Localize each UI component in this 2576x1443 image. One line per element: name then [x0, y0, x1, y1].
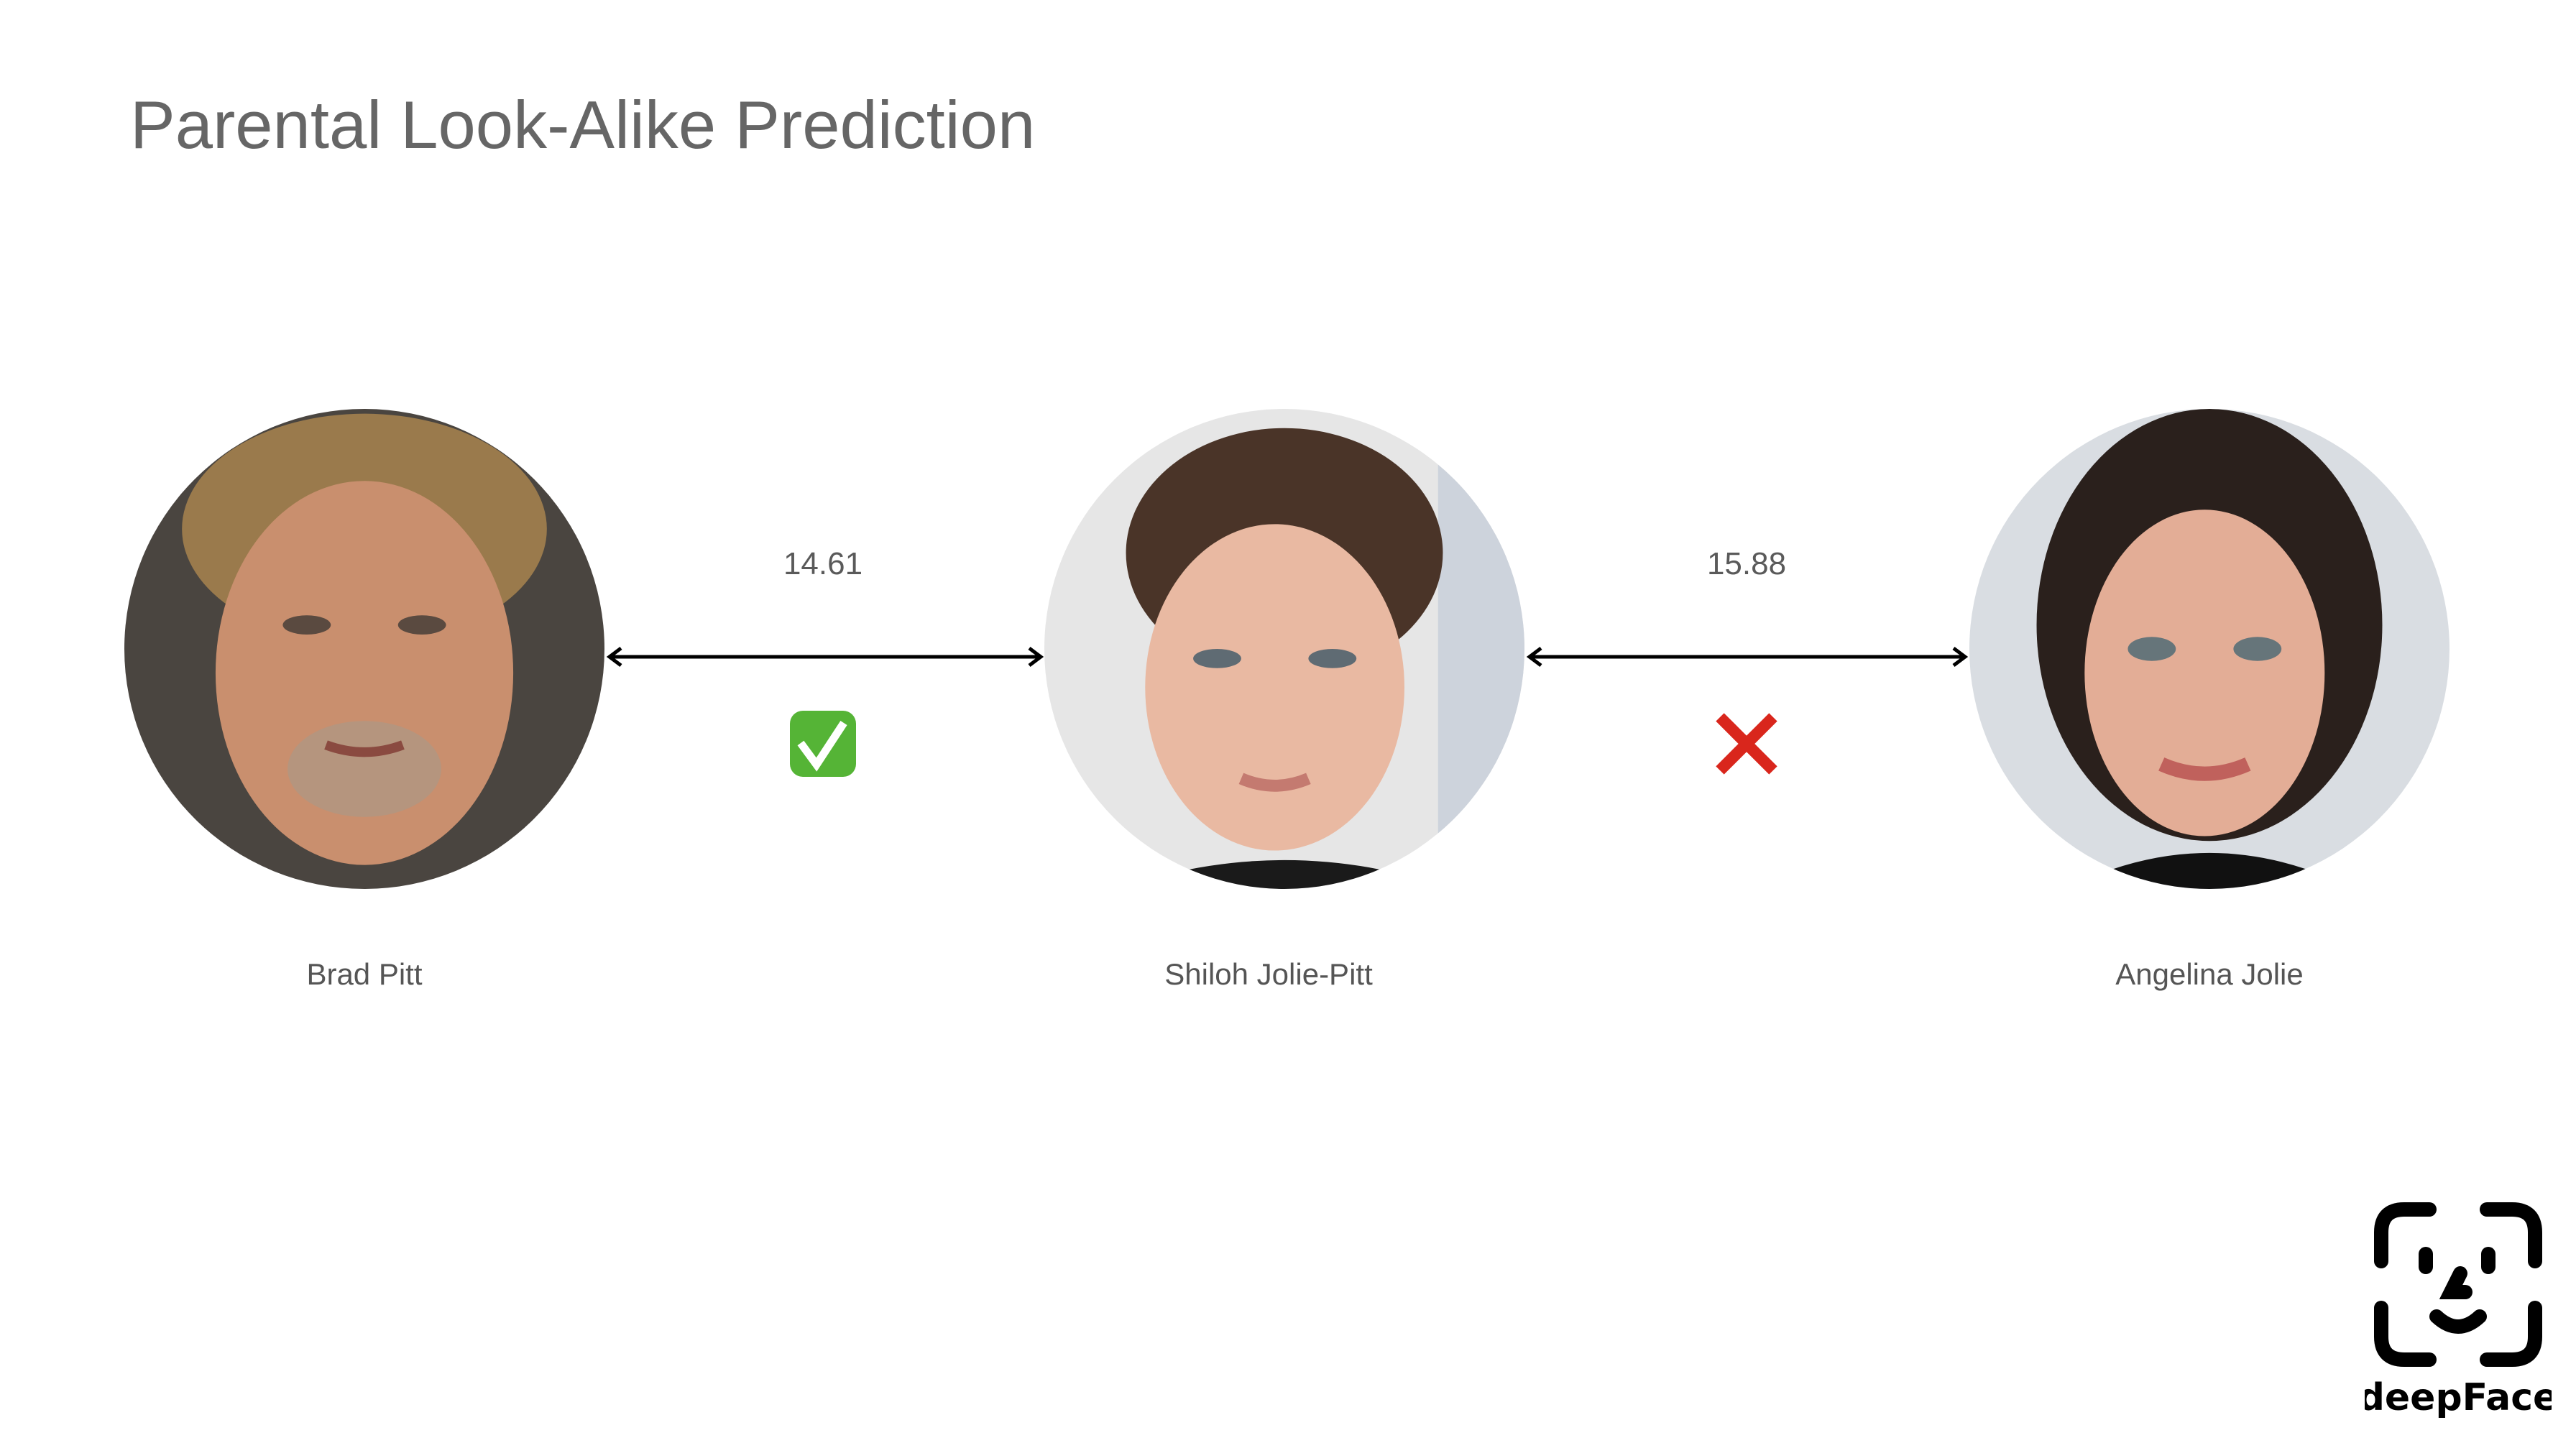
check-mark-icon	[789, 710, 857, 778]
label-angelina-jolie: Angelina Jolie	[2115, 957, 2304, 991]
cross-mark-icon	[1713, 710, 1780, 778]
deepface-logo: deepFace	[2358, 1193, 2558, 1423]
label-shiloh-jolie-pitt: Shiloh Jolie-Pitt	[1164, 957, 1373, 991]
distance-score-father: 14.61	[783, 546, 863, 581]
page-title: Parental Look-Alike Prediction	[130, 87, 1036, 162]
photo-shiloh-jolie-pitt	[1044, 409, 1524, 889]
photo-angelina-jolie	[1969, 409, 2450, 889]
distance-score-mother: 15.88	[1706, 546, 1787, 581]
logo-text: deepFace	[2365, 1376, 2552, 1419]
label-brad-pitt: Brad Pitt	[306, 957, 423, 991]
photo-brad-pitt	[124, 409, 604, 889]
